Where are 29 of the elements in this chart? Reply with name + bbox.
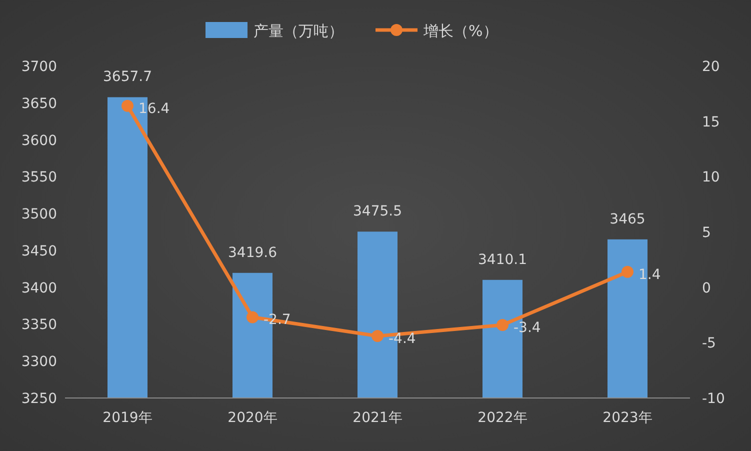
legend-label: 增长（%） [422,22,498,40]
y2-tick-label: -10 [702,391,725,407]
data-label: 3465 [610,211,646,228]
x-tick-label: 2023年 [602,410,652,426]
data-label: 3475.5 [353,204,402,220]
y2-tick-label: 20 [702,59,720,75]
legend-label: 产量（万吨） [254,22,344,40]
x-tick-label: 2020年 [228,410,278,426]
y-tick-label: 3700 [21,59,57,75]
x-tick-label: 2022年 [478,410,528,426]
x-tick-label: 2019年 [102,410,152,426]
y2-tick-label: -5 [702,336,716,352]
y-tick-label: 3250 [21,391,57,407]
y-tick-label: 3450 [21,243,57,260]
data-label: 3657.7 [103,69,152,86]
data-label: 3410.1 [478,252,527,268]
y-tick-label: 3400 [21,280,57,296]
y-tick-label: 3600 [21,132,57,149]
y-tick-label: 3500 [21,206,57,223]
y-tick-label: 3650 [21,96,57,112]
y-tick-label: 3300 [21,354,57,370]
y2-tick-label: 15 [702,114,720,130]
x-tick-label: 2021年 [352,410,402,426]
y2-tick-label: 5 [702,225,711,241]
data-label: 3419.6 [228,244,278,261]
y-tick-label: 3350 [21,317,57,334]
y2-tick-label: 0 [702,280,711,296]
y-tick-label: 3550 [21,170,57,186]
y2-tick-label: 10 [702,170,720,186]
